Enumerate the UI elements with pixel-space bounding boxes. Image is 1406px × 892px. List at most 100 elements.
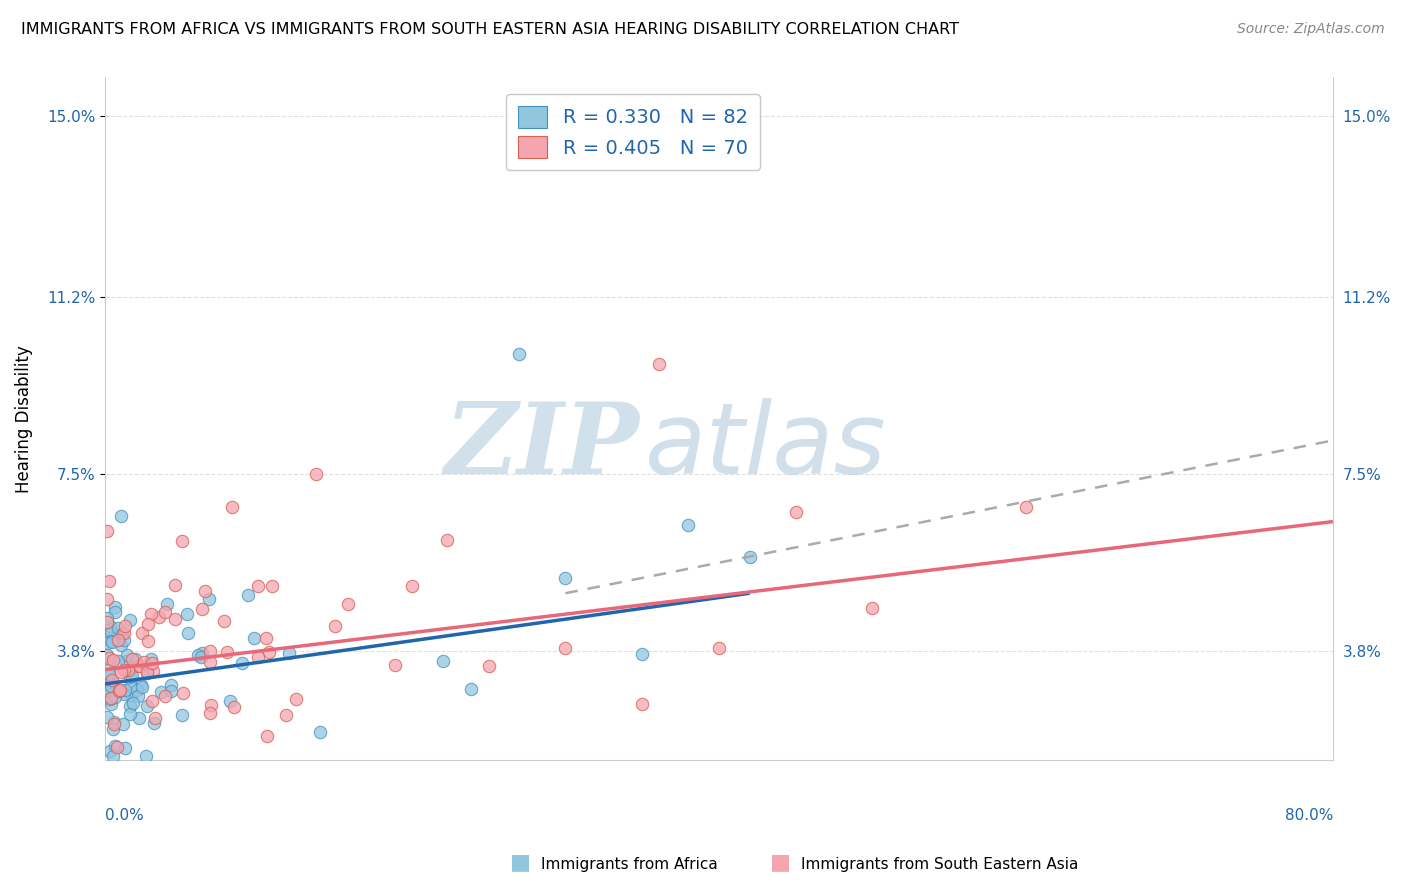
Point	[112, 632, 135, 647]
Point	[98, 574, 121, 589]
Point	[200, 698, 222, 713]
Point	[160, 678, 183, 692]
Point	[191, 646, 214, 660]
Point	[165, 578, 187, 592]
Point	[678, 518, 700, 533]
Point	[104, 599, 127, 614]
Point	[707, 641, 730, 656]
Point	[149, 685, 172, 699]
Point	[135, 698, 157, 713]
Point	[117, 663, 139, 677]
Point	[107, 628, 129, 642]
Point	[221, 500, 243, 515]
Point	[108, 683, 131, 698]
Point	[107, 621, 129, 635]
Point	[148, 610, 170, 624]
Point	[96, 632, 118, 647]
Point	[631, 648, 654, 662]
Point	[200, 655, 222, 669]
Point	[100, 690, 122, 705]
Point	[96, 615, 118, 630]
Point	[236, 588, 259, 602]
Point	[124, 652, 146, 666]
Point	[96, 636, 118, 650]
Y-axis label: Hearing Disability: Hearing Disability	[15, 345, 32, 492]
Point	[128, 711, 150, 725]
Point	[107, 654, 129, 668]
Point	[114, 619, 136, 633]
Point	[111, 627, 134, 641]
Point	[278, 646, 301, 660]
Text: ■: ■	[770, 853, 790, 872]
Point	[143, 711, 166, 725]
Point	[96, 591, 118, 606]
Point	[141, 656, 163, 670]
Point	[177, 625, 200, 640]
Point	[436, 533, 458, 548]
Point	[121, 669, 143, 683]
Point	[163, 612, 186, 626]
Point	[259, 645, 281, 659]
Point	[103, 748, 125, 763]
Point	[97, 684, 120, 698]
Point	[401, 579, 423, 593]
Point	[112, 626, 135, 640]
Point	[125, 683, 148, 698]
Point	[100, 680, 122, 694]
Point	[98, 744, 121, 758]
Point	[198, 706, 221, 721]
Point	[141, 694, 163, 708]
Point	[862, 601, 884, 615]
Point	[107, 684, 129, 698]
Point	[243, 631, 266, 645]
Point	[128, 658, 150, 673]
Point	[98, 619, 121, 633]
Text: Immigrants from South Eastern Asia: Immigrants from South Eastern Asia	[801, 857, 1078, 872]
Point	[120, 679, 142, 693]
Legend: R = 0.330   N = 82, R = 0.405   N = 70: R = 0.330 N = 82, R = 0.405 N = 70	[506, 94, 759, 170]
Point	[96, 681, 118, 695]
Point	[96, 611, 118, 625]
Text: Immigrants from Africa: Immigrants from Africa	[541, 857, 718, 872]
Point	[197, 592, 219, 607]
Point	[96, 648, 118, 662]
Point	[247, 649, 270, 664]
Point	[1015, 500, 1038, 515]
Point	[114, 653, 136, 667]
Point	[112, 688, 135, 702]
Text: 80.0%: 80.0%	[1285, 808, 1333, 823]
Point	[142, 664, 165, 678]
Point	[323, 619, 346, 633]
Point	[100, 634, 122, 648]
Point	[212, 614, 235, 628]
Point	[478, 658, 501, 673]
Point	[172, 686, 194, 700]
Point	[155, 689, 177, 703]
Point	[309, 725, 332, 739]
Point	[136, 633, 159, 648]
Point	[114, 683, 136, 698]
Point	[103, 714, 125, 729]
Point	[194, 583, 217, 598]
Point	[114, 741, 136, 756]
Text: ■: ■	[510, 853, 530, 872]
Text: ZIP: ZIP	[444, 398, 640, 494]
Point	[101, 723, 124, 737]
Point	[262, 579, 284, 593]
Text: Source: ZipAtlas.com: Source: ZipAtlas.com	[1237, 22, 1385, 37]
Point	[97, 664, 120, 678]
Point	[98, 692, 121, 706]
Text: IMMIGRANTS FROM AFRICA VS IMMIGRANTS FROM SOUTH EASTERN ASIA HEARING DISABILITY : IMMIGRANTS FROM AFRICA VS IMMIGRANTS FRO…	[21, 22, 959, 37]
Point	[100, 625, 122, 640]
Point	[120, 688, 142, 702]
Point	[104, 606, 127, 620]
Point	[127, 689, 149, 703]
Point	[110, 509, 132, 524]
Point	[217, 645, 239, 659]
Point	[198, 644, 221, 658]
Point	[120, 670, 142, 684]
Point	[337, 598, 360, 612]
Point	[110, 638, 132, 652]
Point	[153, 605, 176, 619]
Point	[432, 654, 454, 668]
